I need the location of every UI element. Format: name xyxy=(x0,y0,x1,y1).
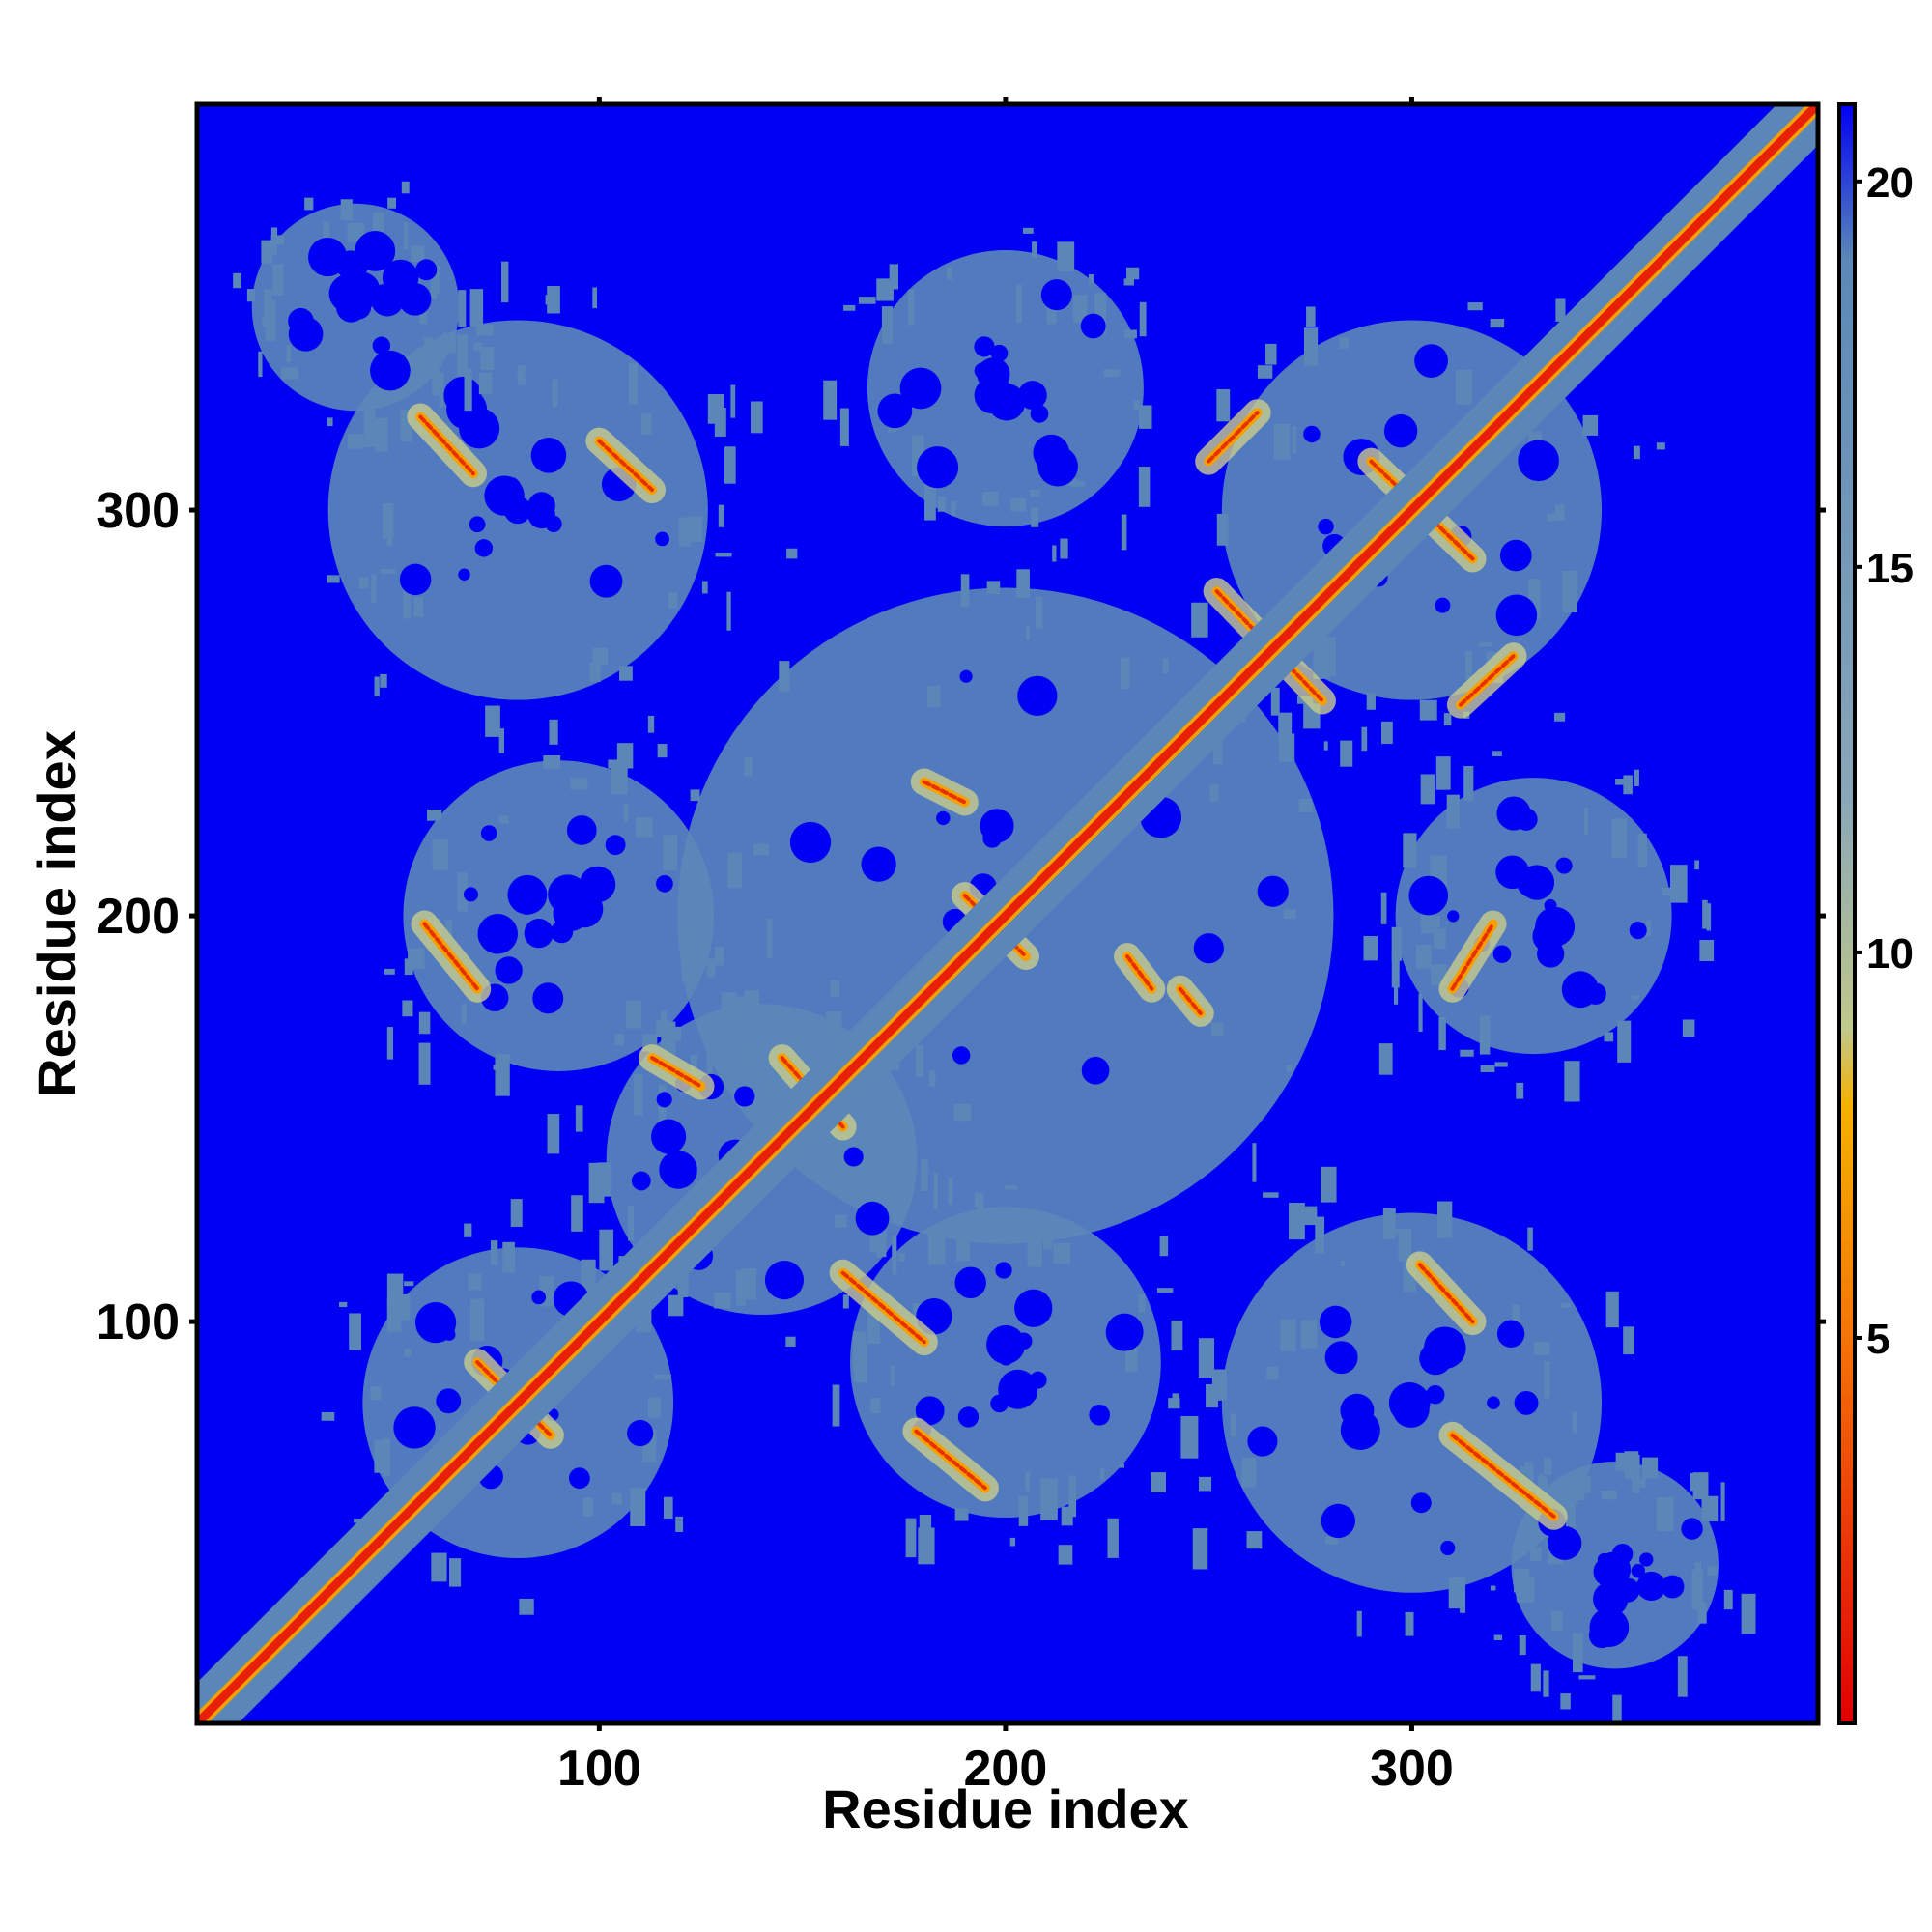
contact-region-9 xyxy=(823,227,1152,562)
x-tick-label-300: 300 xyxy=(1370,1741,1454,1797)
y-tick-label-100: 100 xyxy=(96,1294,180,1350)
contact-region-10 xyxy=(233,181,495,452)
contact-line-0 xyxy=(407,403,487,488)
x-tick-label-100: 100 xyxy=(557,1741,641,1797)
contact-line-2 xyxy=(1195,399,1271,475)
colorbar-ticks: 5 10 15 20 xyxy=(1855,159,1914,1363)
colorbar-tick-label-10: 10 xyxy=(1866,930,1914,978)
colorbar-gradient xyxy=(1837,102,1857,1725)
x-axis-title: Residue index xyxy=(822,1778,1189,1839)
contact-line-17 xyxy=(902,1417,999,1502)
contact-line-6 xyxy=(910,768,979,816)
contact-line-7 xyxy=(411,910,492,1003)
y-tick-label-300: 300 xyxy=(96,483,180,539)
colorbar-tick-label-5: 5 xyxy=(1866,1316,1889,1363)
colorbar-tick-label-15: 15 xyxy=(1866,545,1914,592)
contact-line-11 xyxy=(1438,910,1507,1003)
diagonal-line xyxy=(197,104,1818,1723)
y-axis-title: Residue index xyxy=(26,730,87,1097)
contact-line-1 xyxy=(585,427,667,504)
contact-line-10 xyxy=(1166,975,1214,1027)
contact-line-9 xyxy=(1114,943,1166,1003)
axis-ticks: 100 200 300 100 200 300 xyxy=(96,97,1826,1797)
x-tick-label-200: 200 xyxy=(964,1741,1048,1797)
y-tick-label-200: 200 xyxy=(96,889,180,945)
contact-line-15 xyxy=(1406,1251,1487,1336)
diagonal-band xyxy=(197,104,1818,1723)
colorbar: 5 10 15 20 xyxy=(1837,102,1914,1725)
contact-line-5 xyxy=(1446,642,1527,719)
contact-line-14 xyxy=(829,1259,938,1356)
heatmap-plot-area xyxy=(194,101,1821,1726)
contact-line-12 xyxy=(639,1044,715,1100)
contact-line-18 xyxy=(1438,1421,1568,1530)
colorbar-tick-label-20: 20 xyxy=(1866,159,1914,207)
contact-region-4 xyxy=(1192,1166,1659,1637)
